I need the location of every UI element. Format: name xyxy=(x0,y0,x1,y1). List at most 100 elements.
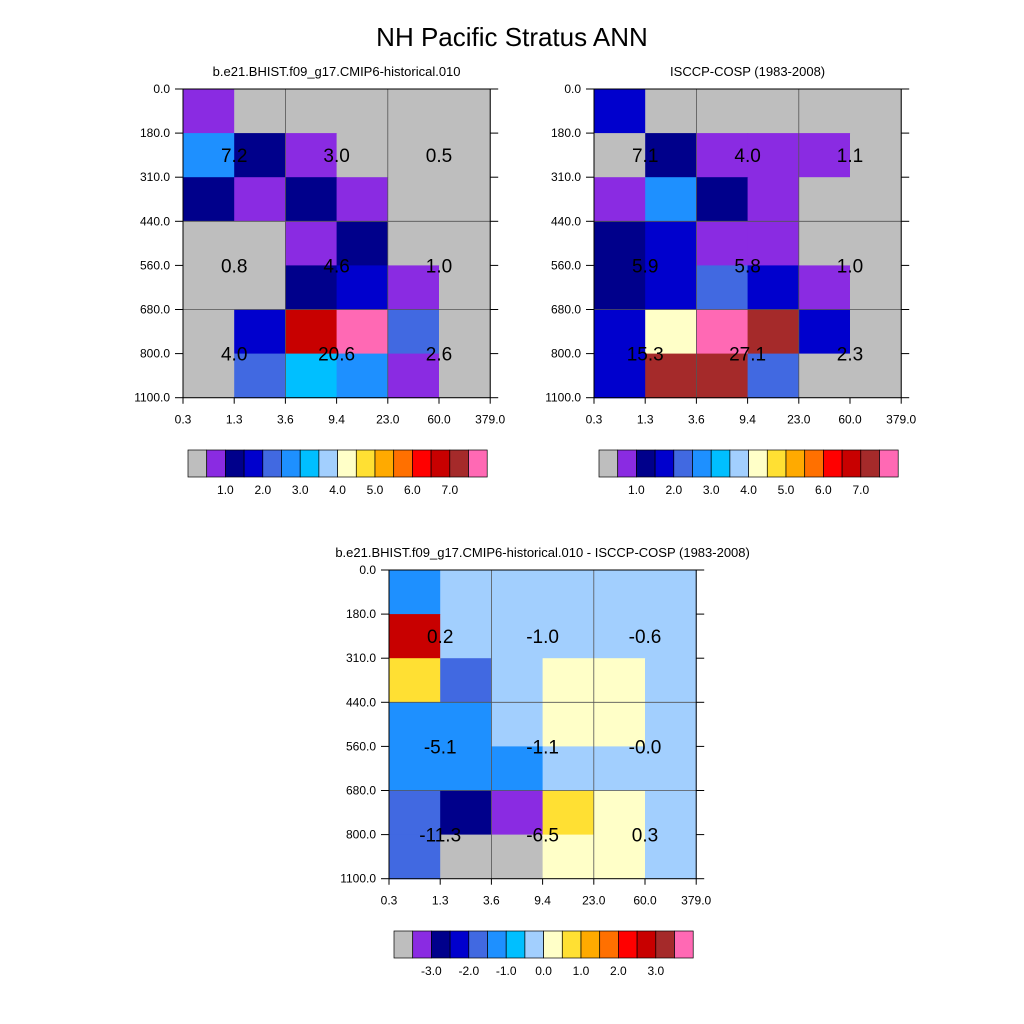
panel-model: b.e21.BHIST.f09_g17.CMIP6-historical.010… xyxy=(134,64,505,427)
x-tick-label: 9.4 xyxy=(739,413,756,427)
block-value-label: 3.0 xyxy=(323,146,349,167)
heatmap-cell xyxy=(285,265,338,311)
heatmap-cell xyxy=(389,658,441,703)
heatmap-cell xyxy=(285,221,338,266)
heatmap-cell xyxy=(389,570,441,615)
heatmap-cell xyxy=(747,221,800,266)
x-tick-label: 9.4 xyxy=(534,894,551,908)
heatmap-cell xyxy=(645,746,697,792)
block-value-label: -0.6 xyxy=(629,627,662,648)
y-tick-label: 560.0 xyxy=(551,258,581,272)
heatmap-cell xyxy=(798,89,851,134)
y-tick-label: 560.0 xyxy=(346,739,376,753)
y-tick-label: 680.0 xyxy=(551,303,581,317)
heatmap-cell xyxy=(593,790,646,836)
heatmap-cell xyxy=(645,353,697,399)
heatmap-cell xyxy=(285,177,338,222)
heatmap-cell xyxy=(234,265,286,311)
colorbar-swatch xyxy=(412,930,432,959)
heatmap-cell xyxy=(336,221,389,266)
colorbar-swatch xyxy=(766,449,787,478)
colorbar-swatch xyxy=(243,449,264,478)
block-value-label: 0.5 xyxy=(426,146,452,167)
heatmap-cell xyxy=(798,221,851,266)
y-tick-label: 0.0 xyxy=(153,82,170,96)
colorbar-label: 1.0 xyxy=(573,964,590,978)
heatmap-cell xyxy=(542,614,595,659)
colorbar-label: 2.0 xyxy=(665,483,682,497)
colorbar-swatch xyxy=(468,930,488,959)
colorbar-swatch xyxy=(187,449,208,478)
heatmap-cell xyxy=(594,133,646,178)
colorbar-swatch xyxy=(580,930,601,959)
heatmap-cell xyxy=(850,309,902,355)
x-tick-label: 3.6 xyxy=(483,894,500,908)
colorbar-swatch xyxy=(823,449,843,478)
heatmap-cell xyxy=(234,89,286,134)
y-tick-label: 440.0 xyxy=(346,695,376,709)
block-value-label: 2.6 xyxy=(426,345,452,366)
heatmap-cell xyxy=(645,177,697,222)
block-value-label: -11.3 xyxy=(419,826,461,847)
heatmap-cell xyxy=(594,353,646,399)
colorbar-swatch xyxy=(412,449,432,478)
heatmap-cell xyxy=(183,221,235,266)
y-tick-label: 680.0 xyxy=(346,784,376,798)
y-tick-label: 310.0 xyxy=(346,651,376,665)
block-value-label: 0.8 xyxy=(221,256,247,277)
y-tick-label: 180.0 xyxy=(346,607,376,621)
colorbar-swatch xyxy=(636,449,656,478)
colorbar-swatch xyxy=(598,449,619,478)
block-value-label: -1.0 xyxy=(526,627,559,648)
heatmap-cell xyxy=(594,221,646,266)
heatmap-cell xyxy=(747,89,800,134)
x-tick-label: 379.0 xyxy=(681,894,711,908)
heatmap-cell xyxy=(491,658,544,703)
y-tick-label: 440.0 xyxy=(551,214,581,228)
colorbar-label: 2.0 xyxy=(254,483,271,497)
heatmap-cell xyxy=(389,834,441,880)
heatmap-cell xyxy=(747,353,800,399)
colorbar-swatch xyxy=(374,449,395,478)
colorbar-swatch xyxy=(206,449,226,478)
colorbar-swatch xyxy=(673,449,693,478)
block-value-label: 27.1 xyxy=(729,345,766,366)
colorbar-swatch xyxy=(393,449,413,478)
colorbar-label: 7.0 xyxy=(441,483,458,497)
heatmap-cell xyxy=(440,702,492,747)
heatmap-cell xyxy=(389,614,441,659)
heatmap-cell xyxy=(439,89,491,134)
heatmap-cell xyxy=(439,133,491,178)
heatmap-cell xyxy=(850,265,902,311)
block-value-label: 15.3 xyxy=(627,345,664,366)
heatmap-cell xyxy=(542,834,595,880)
colorbar-swatch xyxy=(729,449,749,478)
block-value-label: 1.0 xyxy=(837,256,863,277)
heatmap-cell xyxy=(183,309,235,355)
x-tick-label: 0.3 xyxy=(381,894,398,908)
heatmap-cell xyxy=(440,658,492,703)
colorbar-swatch xyxy=(655,930,675,959)
heatmap-cell xyxy=(593,658,646,703)
colorbar-swatch xyxy=(710,449,731,478)
heatmap-cell xyxy=(747,265,800,311)
colorbar-swatch xyxy=(618,930,638,959)
x-tick-label: 379.0 xyxy=(886,413,916,427)
colorbar-label: 4.0 xyxy=(740,483,757,497)
heatmap-cell xyxy=(387,221,440,266)
colorbar-swatch xyxy=(524,930,544,959)
colorbar-swatch xyxy=(487,930,507,959)
x-tick-label: 3.6 xyxy=(688,413,705,427)
heatmap-cell xyxy=(387,89,440,134)
heatmap-cell xyxy=(696,265,749,311)
heatmap-cell xyxy=(747,177,800,222)
heatmap-cell xyxy=(183,353,235,399)
heatmap-cell xyxy=(491,790,544,836)
heatmap-cell xyxy=(389,702,441,747)
heatmap-cell xyxy=(389,790,441,836)
block-value-label: 5.9 xyxy=(632,256,658,277)
y-tick-label: 1100.0 xyxy=(134,391,170,405)
heatmap-cell xyxy=(336,133,389,178)
y-tick-label: 560.0 xyxy=(140,258,170,272)
heatmap-cell xyxy=(439,309,491,355)
